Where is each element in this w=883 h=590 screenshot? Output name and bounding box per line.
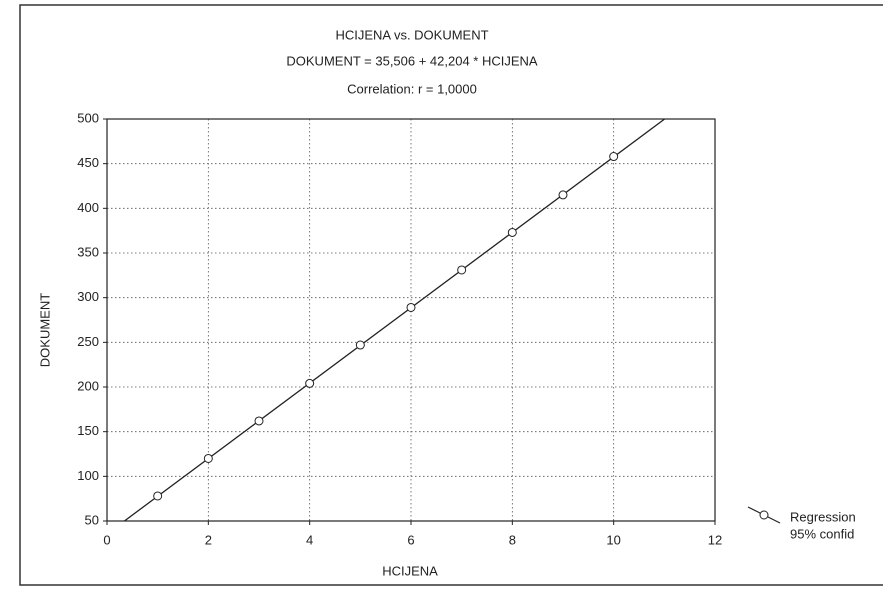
- frame: [19, 4, 883, 586]
- point: [355, 340, 365, 350]
- plot-area: [106, 118, 716, 522]
- x-tick-label: 6: [407, 532, 414, 547]
- legend-label: 95% confid: [790, 526, 854, 541]
- point: [153, 491, 163, 501]
- y-tick-label: 100: [77, 468, 99, 483]
- x-tick-label: 12: [708, 532, 722, 547]
- y-tick-label: 400: [77, 200, 99, 215]
- point: [254, 416, 264, 426]
- y-tick-label: 300: [77, 289, 99, 304]
- y-tick-label: 250: [77, 334, 99, 349]
- point: [406, 302, 416, 312]
- chart-title: HCIJENA vs. DOKUMENT: [335, 27, 488, 42]
- y-tick-label: 500: [77, 110, 99, 125]
- annotation: Correlation: r = 1,0000: [347, 81, 477, 96]
- y-tick-label: 200: [77, 378, 99, 393]
- x-tick-label: 8: [509, 532, 516, 547]
- y-tick-label: 50: [85, 512, 99, 527]
- chart-subtitle: DOKUMENT = 35,506 + 42,204 * HCIJENA: [286, 53, 538, 68]
- x-tick-label: 10: [606, 532, 620, 547]
- point: [203, 453, 213, 463]
- point: [507, 227, 517, 237]
- y-axis-label: DOKUMENT: [37, 293, 52, 367]
- legend-label: Regression: [790, 509, 856, 524]
- y-tick-label: 450: [77, 155, 99, 170]
- x-tick-label: 0: [103, 532, 110, 547]
- y-tick-label: 150: [77, 423, 99, 438]
- x-axis-label: HCIJENA: [382, 563, 438, 578]
- point: [457, 265, 467, 275]
- point: [558, 190, 568, 200]
- point: [305, 378, 315, 388]
- regression-line: [124, 118, 666, 522]
- legend-symbol: [759, 510, 769, 520]
- x-tick-label: 2: [205, 532, 212, 547]
- x-tick-label: 4: [306, 532, 313, 547]
- y-tick-label: 350: [77, 244, 99, 259]
- point: [609, 152, 619, 162]
